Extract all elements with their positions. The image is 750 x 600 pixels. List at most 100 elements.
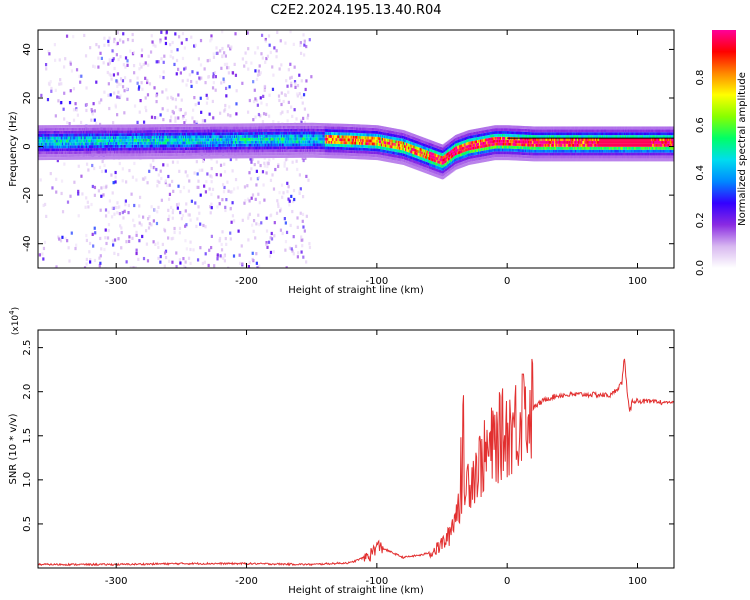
ridge-cell: [228, 123, 231, 127]
noise-blob: [155, 221, 159, 226]
noise-blob: [187, 189, 191, 193]
ridge-cell: [232, 149, 235, 153]
ridge-cell: [366, 156, 369, 160]
ridge-cell: [225, 143, 228, 147]
ridge-cell: [203, 155, 206, 159]
ridge-cell: [319, 128, 322, 132]
ridge-cell: [172, 147, 175, 151]
noise-blob: [87, 205, 90, 209]
ridge-cell: [226, 146, 229, 150]
noise-blob: [149, 163, 152, 167]
ridge-cell: [39, 148, 41, 152]
ridge-cell: [229, 146, 232, 150]
ridge-cell: [52, 154, 55, 158]
ridge-cell: [360, 127, 362, 131]
ridge-cell: [241, 155, 243, 159]
ridge-cell: [284, 143, 286, 147]
ridge-cell: [221, 146, 224, 150]
ridge-cell: [349, 153, 352, 156]
noise-blob: [165, 30, 168, 34]
ridge-cell: [206, 141, 209, 145]
ridge-cell: [169, 147, 171, 151]
ridge-cell: [166, 135, 168, 139]
ridge-cell: [298, 134, 301, 138]
ridge-cell: [136, 124, 138, 128]
ridge-cell: [360, 147, 362, 151]
noise-blob: [116, 31, 119, 35]
ridge-cell: [89, 151, 91, 154]
ridge-cell: [50, 151, 53, 155]
noise-blob: [144, 96, 147, 100]
ridge-cell: [42, 157, 44, 161]
ridge-cell: [205, 123, 208, 127]
ridge-cell: [183, 156, 186, 159]
noise-blob: [224, 236, 227, 241]
noise-blob: [184, 119, 188, 123]
ridge-cell: [351, 150, 354, 154]
ridge-cell: [196, 126, 199, 130]
ridge-cell: [265, 131, 267, 135]
noise-blob: [132, 50, 135, 55]
noise-blob: [281, 110, 284, 114]
ridge-cell: [261, 152, 263, 156]
noise-blob: [164, 181, 167, 185]
ridge-cell: [352, 124, 355, 127]
ridge-cell: [95, 136, 97, 140]
noise-blob: [162, 118, 165, 122]
ridge-cell: [266, 152, 268, 156]
ridge-cell: [182, 144, 185, 148]
ridge-cell: [47, 157, 49, 161]
ridge-cell: [58, 151, 61, 155]
ridge-cell: [369, 151, 372, 154]
noise-blob: [219, 163, 223, 167]
ridge-cell: [98, 153, 101, 157]
ridge-cell: [357, 127, 359, 131]
ridge-cell: [315, 122, 317, 126]
ridge-cell: [303, 134, 306, 138]
ridge-cell: [269, 140, 272, 144]
noise-blob: [210, 175, 213, 179]
ridge-cell: [139, 147, 141, 151]
ridge-cell: [321, 134, 324, 138]
ridge-cell: [339, 129, 341, 133]
noise-blob: [295, 117, 298, 121]
noise-blob: [169, 119, 172, 123]
ridge-cell: [243, 140, 245, 144]
ridge-cell: [171, 153, 174, 157]
noise-blob: [117, 237, 120, 241]
ridge-cell: [88, 145, 90, 149]
ridge-cell: [115, 150, 117, 154]
ridge-cell: [124, 136, 127, 139]
ridge-cell: [354, 147, 357, 151]
ridge-cell: [338, 123, 340, 127]
ridge-cell: [98, 124, 101, 128]
ridge-cell: [101, 148, 104, 151]
ridge-cell: [123, 150, 126, 154]
ridge-cell: [344, 132, 347, 136]
ridge-cell: [109, 130, 112, 134]
ridge-cell: [269, 129, 272, 132]
ridge-cell: [110, 133, 113, 137]
ridge-cell: [239, 140, 241, 144]
ridge-cell: [275, 146, 278, 150]
ridge-cell: [52, 151, 55, 155]
ridge-cell: [294, 128, 297, 132]
ridge-cell: [140, 138, 142, 142]
ridge-cell: [194, 138, 196, 142]
ridge-cell: [269, 134, 272, 138]
ridge-cell: [119, 127, 121, 131]
ridge-cell: [138, 153, 140, 157]
ridge-cell: [263, 140, 265, 144]
ridge-cell: [298, 122, 301, 126]
noise-blob: [43, 202, 47, 207]
ridge-cell: [89, 148, 91, 151]
ridge-cell: [309, 134, 311, 138]
ridge-cell: [91, 145, 93, 148]
noise-blob: [225, 94, 228, 98]
ridge-cell: [332, 129, 334, 133]
ridge-cell: [77, 151, 80, 154]
ridge-cell: [118, 144, 120, 148]
noise-blob: [210, 192, 213, 197]
ridge-cell: [221, 141, 224, 144]
noise-blob: [142, 120, 146, 124]
